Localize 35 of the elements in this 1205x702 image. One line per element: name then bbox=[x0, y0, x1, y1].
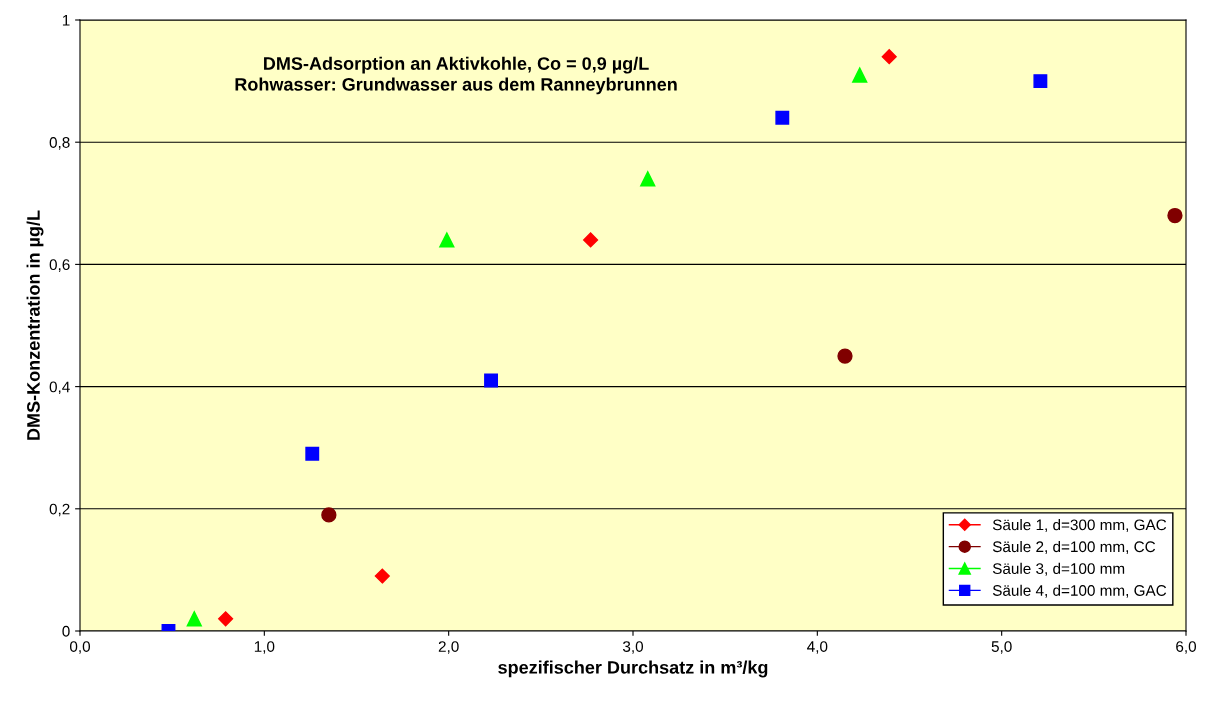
point bbox=[374, 568, 390, 584]
point bbox=[484, 373, 499, 388]
x-tick-label: 4,0 bbox=[807, 641, 828, 654]
x-tick-label: 0,0 bbox=[69, 641, 91, 654]
point bbox=[321, 507, 337, 523]
legend-label: Säule 1, d=300 mm, GAC bbox=[992, 519, 1167, 533]
y-tick-label: 0,4 bbox=[49, 381, 70, 395]
point bbox=[1033, 74, 1048, 89]
point bbox=[305, 446, 320, 461]
legend-label: Säule 3, d=100 mm bbox=[992, 562, 1125, 576]
legend-label: Säule 4, d=100 mm, GAC bbox=[992, 584, 1167, 598]
point bbox=[439, 232, 455, 248]
x-tick-label: 5,0 bbox=[991, 641, 1012, 654]
point bbox=[583, 232, 599, 248]
point bbox=[881, 49, 897, 65]
y-tick-label: 1 bbox=[62, 15, 70, 26]
x-tick-label: 3,0 bbox=[622, 641, 644, 654]
x-axis-title: spezifischer Durchsatz in m³/kg bbox=[498, 660, 768, 678]
x-tick-label: 6,0 bbox=[1176, 641, 1197, 654]
y-tick-label: 0,8 bbox=[49, 137, 70, 150]
y-tick-label: 0,2 bbox=[49, 503, 70, 517]
y-axis-title: DMS-Konzentration in µg/L bbox=[26, 210, 44, 440]
x-tick-label: 2,0 bbox=[438, 641, 459, 654]
annotation: DMS-Adsorption an Aktivkohle, Co = 0,9 µg/L Rohwasser: Grundwasser aus dem Ranneybrunnen bbox=[235, 56, 677, 95]
point bbox=[1167, 207, 1183, 224]
point bbox=[775, 110, 790, 125]
x-tick-label: 1,0 bbox=[254, 641, 275, 654]
point bbox=[640, 171, 656, 187]
point bbox=[186, 611, 202, 627]
y-tick-label: 0,6 bbox=[49, 259, 70, 272]
point bbox=[837, 348, 853, 364]
point bbox=[218, 611, 234, 627]
point bbox=[852, 67, 868, 83]
y-tick-label: 0 bbox=[62, 625, 70, 637]
legend-label: Säule 2, d=100 mm, CC bbox=[992, 540, 1156, 554]
